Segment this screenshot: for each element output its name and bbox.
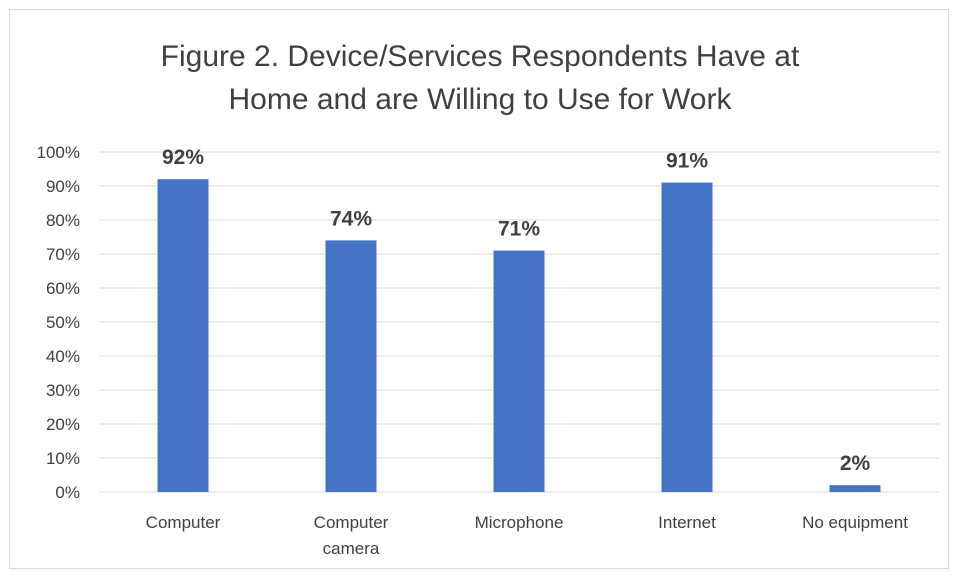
bar-computer-camera xyxy=(325,240,377,492)
bar-computer xyxy=(157,179,209,492)
y-tick-label: 0% xyxy=(55,483,80,502)
bar-internet xyxy=(661,182,713,492)
data-label: 92% xyxy=(162,146,204,169)
y-axis-ticks: 0% 10% 20% 30% 40% 50% 60% 70% 80% 90% 100% xyxy=(37,143,80,502)
data-label: 71% xyxy=(498,218,540,241)
bar-microphone xyxy=(493,250,545,492)
x-category-label: No equipment xyxy=(802,513,908,532)
x-axis-categories: Computer Computer camera Microphone Internet… xyxy=(146,513,909,558)
chart-title-line-2: Home and are Willing to Use for Work xyxy=(229,83,733,116)
y-tick-label: 50% xyxy=(46,313,80,332)
x-category-label: Internet xyxy=(658,513,716,532)
chart-frame: Figure 2. Device/Services Respondents Ha… xyxy=(9,9,949,569)
y-tick-label: 60% xyxy=(46,279,80,298)
x-category-label: Computer xyxy=(146,513,221,532)
y-tick-label: 100% xyxy=(37,143,80,162)
data-label: 91% xyxy=(666,150,708,173)
y-tick-label: 20% xyxy=(46,415,80,434)
data-label: 2% xyxy=(840,452,871,475)
bars xyxy=(157,179,881,492)
x-category-label: Computer xyxy=(314,513,389,532)
y-tick-label: 70% xyxy=(46,245,80,264)
data-labels: 92% 74% 71% 91% 2% xyxy=(162,146,871,475)
x-category-label: camera xyxy=(323,539,380,558)
y-tick-label: 90% xyxy=(46,177,80,196)
bar-chart: Figure 2. Device/Services Respondents Ha… xyxy=(37,40,939,558)
y-tick-label: 30% xyxy=(46,381,80,400)
y-tick-label: 80% xyxy=(46,211,80,230)
y-tick-label: 10% xyxy=(46,449,80,468)
chart-title-line-1: Figure 2. Device/Services Respondents Ha… xyxy=(161,40,800,73)
bar-no-equipment xyxy=(829,485,881,492)
y-tick-label: 40% xyxy=(46,347,80,366)
data-label: 74% xyxy=(330,207,372,230)
x-category-label: Microphone xyxy=(475,513,564,532)
